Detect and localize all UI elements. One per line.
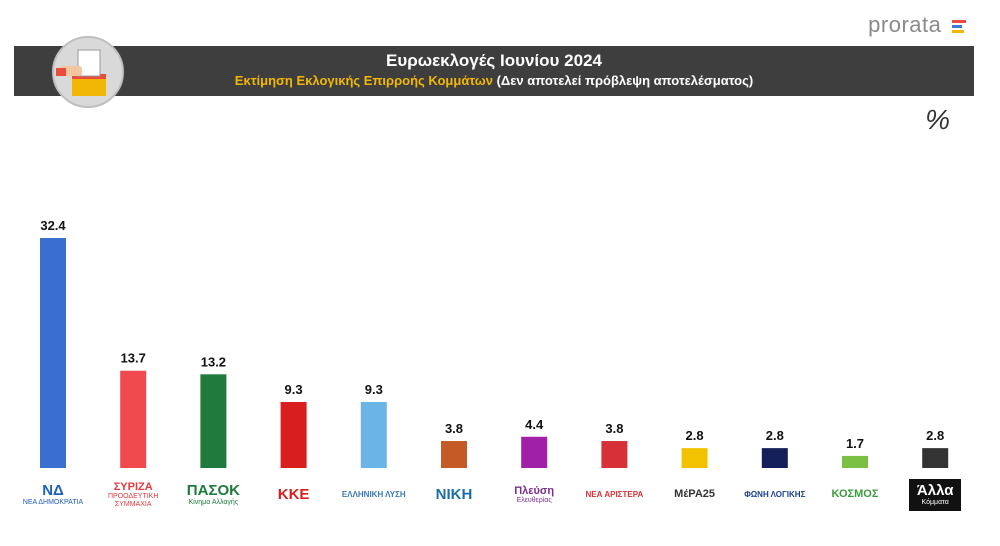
party-logo-subtext: Κόμματα [921,499,949,507]
bar-3 [200,374,227,468]
unit-symbol: % [925,104,950,135]
bar-4 [280,401,307,468]
party-logo-8: ΝΕΑ ΑΡΙΣΤΕΡΑ [577,478,651,512]
party-logo-text: ΣΥΡΙΖΑ [113,480,153,493]
party-logo-text: ΕΛΛΗΝΙΚΗ ΛΥΣΗ [341,489,406,499]
data-label-1: 32.4 [40,218,66,233]
brand-name: prorata [868,12,942,37]
party-logo-11: ΚΟΣΜΟΣ [818,478,892,512]
party-logo-text: ΝΙΚΗ [435,486,473,504]
brand-logo: prorata [868,12,966,38]
data-label-12: 2.8 [926,428,944,443]
chart-subtitle-accent: Εκτίμηση Εκλογικής Επιρροής Κομμάτων [234,73,493,88]
party-logo-text: ΠΑΣΟΚ [186,482,240,500]
party-logo-1: ΝΔ ΝΕΑ ΔΗΜΟΚΡΑΤΙΑ [16,478,90,512]
header-band: Ευρωεκλογές Ιουνίου 2024 Εκτίμηση Εκλογι… [14,46,974,96]
ballot-box-icon [52,36,124,108]
chart-title: Ευρωεκλογές Ιουνίου 2024 [386,51,602,70]
bar-2 [120,370,147,468]
party-logo-text: ΝΔ [42,482,64,500]
chart-subtitle: Εκτίμηση Εκλογικής Επιρροής Κομμάτων (Δε… [14,73,974,88]
bar-1 [40,238,66,468]
party-logo-text: ΚΚΕ [277,486,310,504]
data-label-4: 9.3 [285,382,303,397]
party-logo-text: ΚΟΣΜΟΣ [831,488,879,501]
party-logo-3: ΠΑΣΟΚ Κίνημα Αλλαγής [176,478,250,512]
party-logo-text: ΝΕΑ ΑΡΙΣΤΕΡΑ [585,489,644,499]
party-logo-text: ΦΩΝΗ ΛΟΓΙΚΗΣ [744,489,806,499]
party-logo-9: ΜέΡΑ25 [658,478,732,512]
data-label-10: 2.8 [766,428,784,443]
data-label-9: 2.8 [686,428,704,443]
bar-5 [360,401,387,468]
party-logo-7: Πλεύση Ελευθερίας [497,478,571,512]
data-label-6: 3.8 [445,421,463,436]
data-label-5: 9.3 [365,382,383,397]
party-logo-5: ΕΛΛΗΝΙΚΗ ΛΥΣΗ [337,478,411,512]
party-logo-12: Άλλα Κόμματα [898,478,972,512]
party-logo-6: ΝΙΚΗ [417,478,491,512]
bar-11 [842,455,868,468]
bar-12 [922,448,949,468]
bar-8 [601,441,628,468]
chart-subtitle-rest: (Δεν αποτελεί πρόβλεψη αποτελέσματος) [496,73,754,88]
data-label-2: 13.7 [121,351,146,366]
bar-10 [761,448,788,468]
bar-9 [681,448,708,468]
data-label-8: 3.8 [605,421,623,436]
party-logo-subtext: ΝΕΑ ΔΗΜΟΚΡΑΤΙΑ [22,499,84,507]
data-label-11: 1.7 [846,436,864,451]
party-logo-text: Πλεύση [514,484,555,497]
data-label-7: 4.4 [525,417,544,432]
brand-bars-icon [952,18,966,35]
bar-7 [521,436,548,468]
bar-6 [441,441,467,468]
party-logo-4: ΚΚΕ [257,478,331,512]
party-logo-subtext: ΠΡΟΟΔΕΥΤΙΚΗ ΣΥΜΜΑΧΙΑ [107,493,159,508]
party-logo-subtext: Κίνημα Αλλαγής [188,499,239,507]
party-logo-subtext: Ελευθερίας [516,497,552,505]
party-logo-text: ΜέΡΑ25 [674,488,715,501]
party-logo-text: Άλλα [916,482,954,500]
data-label-3: 13.2 [201,354,226,369]
party-logo-10: ΦΩΝΗ ΛΟΓΙΚΗΣ [738,478,812,512]
party-logo-2: ΣΥΡΙΖΑ ΠΡΟΟΔΕΥΤΙΚΗ ΣΥΜΜΑΧΙΑ [96,478,170,512]
